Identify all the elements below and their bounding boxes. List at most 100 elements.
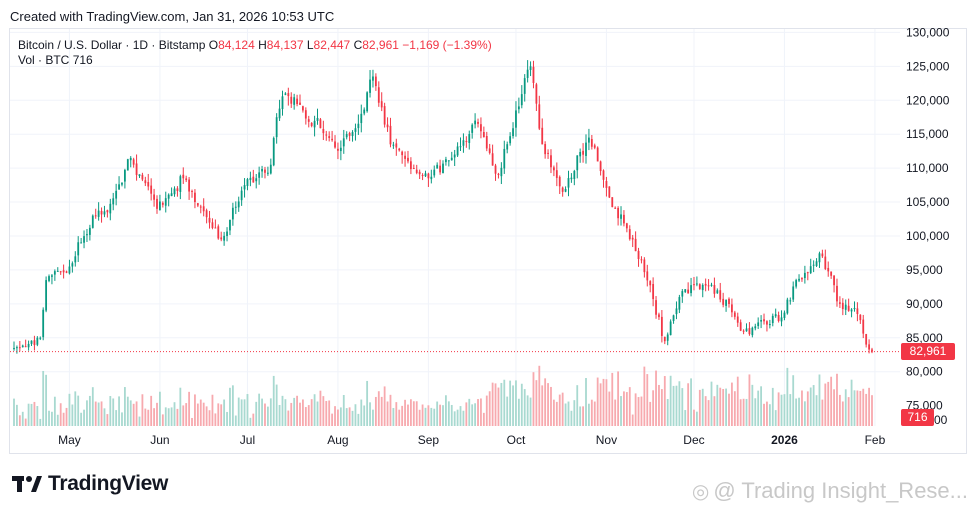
candle-body <box>176 188 179 191</box>
candle-body <box>795 280 798 287</box>
volume-bar <box>526 395 529 426</box>
volume-bar <box>182 405 185 426</box>
candle-body <box>380 101 383 108</box>
legend-open: 84,124 <box>218 38 255 52</box>
candle-body <box>652 284 655 300</box>
volume-bar <box>342 394 345 426</box>
candle-body <box>830 271 833 276</box>
volume-bar <box>372 409 374 426</box>
volume-bar <box>33 401 36 426</box>
volume-bar <box>252 413 255 426</box>
candle-body <box>509 136 512 144</box>
volume-bar <box>191 417 193 426</box>
volume-bar <box>789 394 792 426</box>
candle-body <box>599 161 602 172</box>
volume-bar <box>485 395 488 426</box>
price-tick-label: 115,000 <box>906 127 949 141</box>
candle-body <box>628 229 631 240</box>
candle-body <box>672 315 675 321</box>
candle-body <box>304 110 307 119</box>
volume-bar <box>296 395 298 426</box>
volume-bar <box>21 411 24 426</box>
candle-body <box>500 167 503 177</box>
candle-body <box>100 210 103 215</box>
volume-bar <box>474 403 477 426</box>
volume-bar <box>77 395 80 426</box>
candle-body <box>264 169 266 173</box>
candle-body <box>255 178 258 182</box>
candle-body <box>296 98 298 105</box>
candle-body <box>261 169 263 172</box>
volume-bar <box>138 416 141 426</box>
volume-bar <box>497 387 500 426</box>
volume-bar <box>214 413 217 426</box>
candle-body <box>701 284 704 291</box>
volume-bar <box>88 395 91 426</box>
price-tick-label: 85,000 <box>906 331 943 345</box>
candle-body <box>299 102 301 105</box>
price-tick-label: 90,000 <box>906 297 943 311</box>
candle-body <box>555 170 558 178</box>
candle-body <box>97 210 100 217</box>
price-tick-label: 120,000 <box>906 93 950 107</box>
candle-body <box>538 104 541 129</box>
candle-body <box>80 242 83 244</box>
candle-body <box>480 124 482 132</box>
candle-body <box>774 314 777 317</box>
volume-bar <box>844 389 847 426</box>
volume-bar <box>217 403 220 426</box>
volume-bar <box>576 385 579 426</box>
candle-body <box>625 223 628 229</box>
candle-body <box>13 347 15 350</box>
volume-bar <box>322 396 325 426</box>
candle-body <box>853 308 856 310</box>
candle-body <box>605 181 608 188</box>
candle-body <box>766 321 768 325</box>
volume-bar <box>439 404 441 426</box>
volume-bar <box>637 397 640 426</box>
candle-body <box>462 140 465 146</box>
volume-bar <box>147 409 150 426</box>
candle-body <box>275 117 278 138</box>
price-tick-label: 110,000 <box>906 161 949 175</box>
tradingview-logo-icon <box>12 476 42 492</box>
volume-bar <box>561 392 564 426</box>
candle-body <box>695 283 698 285</box>
candle-body <box>789 300 792 302</box>
candle-body <box>62 270 65 273</box>
volume-bar <box>815 395 818 426</box>
candle-body <box>716 290 719 294</box>
candle-body <box>167 194 170 199</box>
time-tick-label: 2026 <box>771 433 798 447</box>
volume-bar <box>503 379 506 426</box>
candle-body <box>351 132 354 137</box>
candle-body <box>383 106 386 125</box>
chart-frame[interactable] <box>9 28 967 454</box>
candle-body <box>372 76 374 81</box>
candle-body <box>690 285 692 294</box>
candle-body <box>33 340 36 346</box>
volume-bar <box>783 394 786 426</box>
volume-bar <box>229 387 231 426</box>
candle-body <box>334 141 336 148</box>
candle-body <box>719 290 722 300</box>
candle-body <box>199 206 202 208</box>
tradingview-logo[interactable]: TradingView <box>12 472 168 496</box>
candle-body <box>196 203 199 206</box>
candle-body <box>48 276 50 281</box>
candle-body <box>494 165 497 174</box>
volume-bar <box>237 397 240 426</box>
candle-body <box>366 92 369 112</box>
volume-bar <box>739 399 742 426</box>
candle-body <box>512 128 514 137</box>
candle-body <box>374 76 377 87</box>
volume-bar <box>345 408 348 426</box>
candle-body <box>211 222 214 228</box>
volume-bar <box>246 394 249 426</box>
volume-bar <box>812 385 815 426</box>
price-tick-label: 105,000 <box>906 195 950 209</box>
volume-bar <box>550 386 552 426</box>
candle-body <box>345 134 348 138</box>
volume-bar <box>564 403 567 426</box>
